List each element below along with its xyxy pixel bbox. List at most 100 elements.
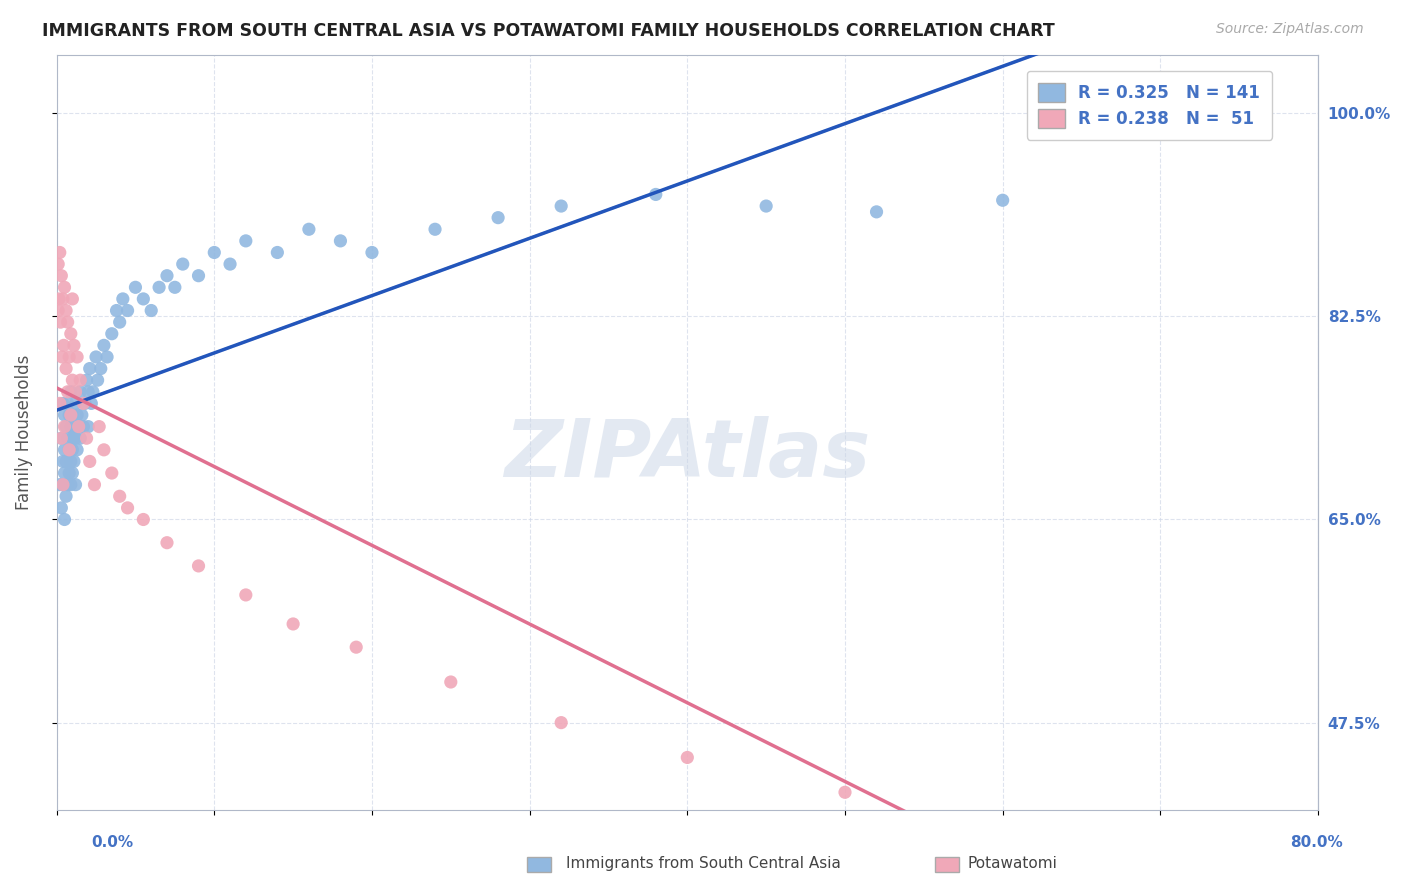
Point [124, 280, 146, 294]
Point [53, 466, 76, 480]
Point [52, 454, 75, 468]
Point [52, 477, 75, 491]
Point [52, 396, 75, 410]
Point [55, 489, 77, 503]
Point [77, 419, 100, 434]
Point [90, 361, 112, 376]
Point [361, 245, 384, 260]
Point [89, 419, 111, 434]
Point [117, 303, 139, 318]
Point [156, 268, 179, 283]
Point [486, 211, 509, 225]
Point [56, 396, 79, 410]
Point [70, 408, 93, 422]
Point [991, 820, 1014, 834]
Point [55, 419, 77, 434]
Point [101, 466, 124, 480]
Point [51, 431, 73, 445]
Point [46, 257, 69, 271]
Point [63, 419, 86, 434]
Point [298, 222, 321, 236]
Point [53, 512, 76, 526]
Point [55, 454, 77, 468]
Point [132, 512, 155, 526]
Point [132, 292, 155, 306]
Text: 80.0%: 80.0% [1289, 836, 1343, 850]
Point [53, 419, 76, 434]
Point [105, 303, 128, 318]
Point [66, 442, 89, 457]
Point [58, 408, 80, 422]
Point [96, 350, 118, 364]
Point [67, 419, 90, 434]
Point [202, 245, 225, 260]
Point [676, 750, 699, 764]
Point [1149, 849, 1171, 863]
Point [156, 535, 179, 549]
Point [66, 408, 89, 422]
Point [79, 454, 101, 468]
Point [46, 303, 69, 318]
Point [56, 431, 79, 445]
Point [51, 350, 73, 364]
Point [440, 675, 463, 690]
Point [63, 338, 86, 352]
Text: 0.0%: 0.0% [91, 836, 134, 850]
Point [49, 396, 72, 410]
Point [266, 245, 288, 260]
Point [59, 408, 82, 422]
Point [111, 292, 134, 306]
Point [172, 257, 194, 271]
Point [73, 396, 96, 410]
Point [49, 245, 72, 260]
Point [235, 588, 257, 602]
Point [108, 315, 131, 329]
Point [65, 477, 87, 491]
Point [60, 292, 83, 306]
Point [69, 431, 91, 445]
Point [59, 384, 82, 399]
Point [219, 257, 242, 271]
Point [281, 617, 304, 632]
Point [77, 384, 100, 399]
Point [108, 489, 131, 503]
Point [56, 477, 79, 491]
Point [644, 187, 666, 202]
Point [59, 454, 82, 468]
Point [60, 466, 83, 480]
Point [60, 442, 83, 457]
Point [83, 477, 105, 491]
Point [53, 442, 76, 457]
Point [52, 338, 75, 352]
Point [148, 280, 170, 294]
Point [69, 373, 91, 387]
Point [58, 466, 80, 480]
Point [69, 384, 91, 399]
Point [187, 268, 209, 283]
Point [423, 222, 446, 236]
Point [84, 350, 107, 364]
Point [344, 640, 367, 655]
Point [52, 292, 75, 306]
Text: IMMIGRANTS FROM SOUTH CENTRAL ASIA VS POTAWATOMI FAMILY HOUSEHOLDS CORRELATION C: IMMIGRANTS FROM SOUTH CENTRAL ASIA VS PO… [42, 22, 1054, 40]
Point [550, 715, 572, 730]
Point [93, 442, 115, 457]
Point [65, 384, 87, 399]
Point [60, 373, 83, 387]
Text: Source: ZipAtlas.com: Source: ZipAtlas.com [1216, 22, 1364, 37]
Point [163, 280, 186, 294]
Point [59, 477, 82, 491]
Point [101, 326, 124, 341]
Point [49, 315, 72, 329]
Point [865, 205, 887, 219]
Point [49, 477, 72, 491]
Point [51, 500, 73, 515]
Point [1227, 861, 1250, 875]
Point [60, 408, 83, 422]
Point [59, 419, 82, 434]
Point [58, 442, 80, 457]
Point [93, 338, 115, 352]
Text: Immigrants from South Central Asia: Immigrants from South Central Asia [565, 856, 841, 871]
Point [991, 193, 1014, 207]
Point [79, 361, 101, 376]
